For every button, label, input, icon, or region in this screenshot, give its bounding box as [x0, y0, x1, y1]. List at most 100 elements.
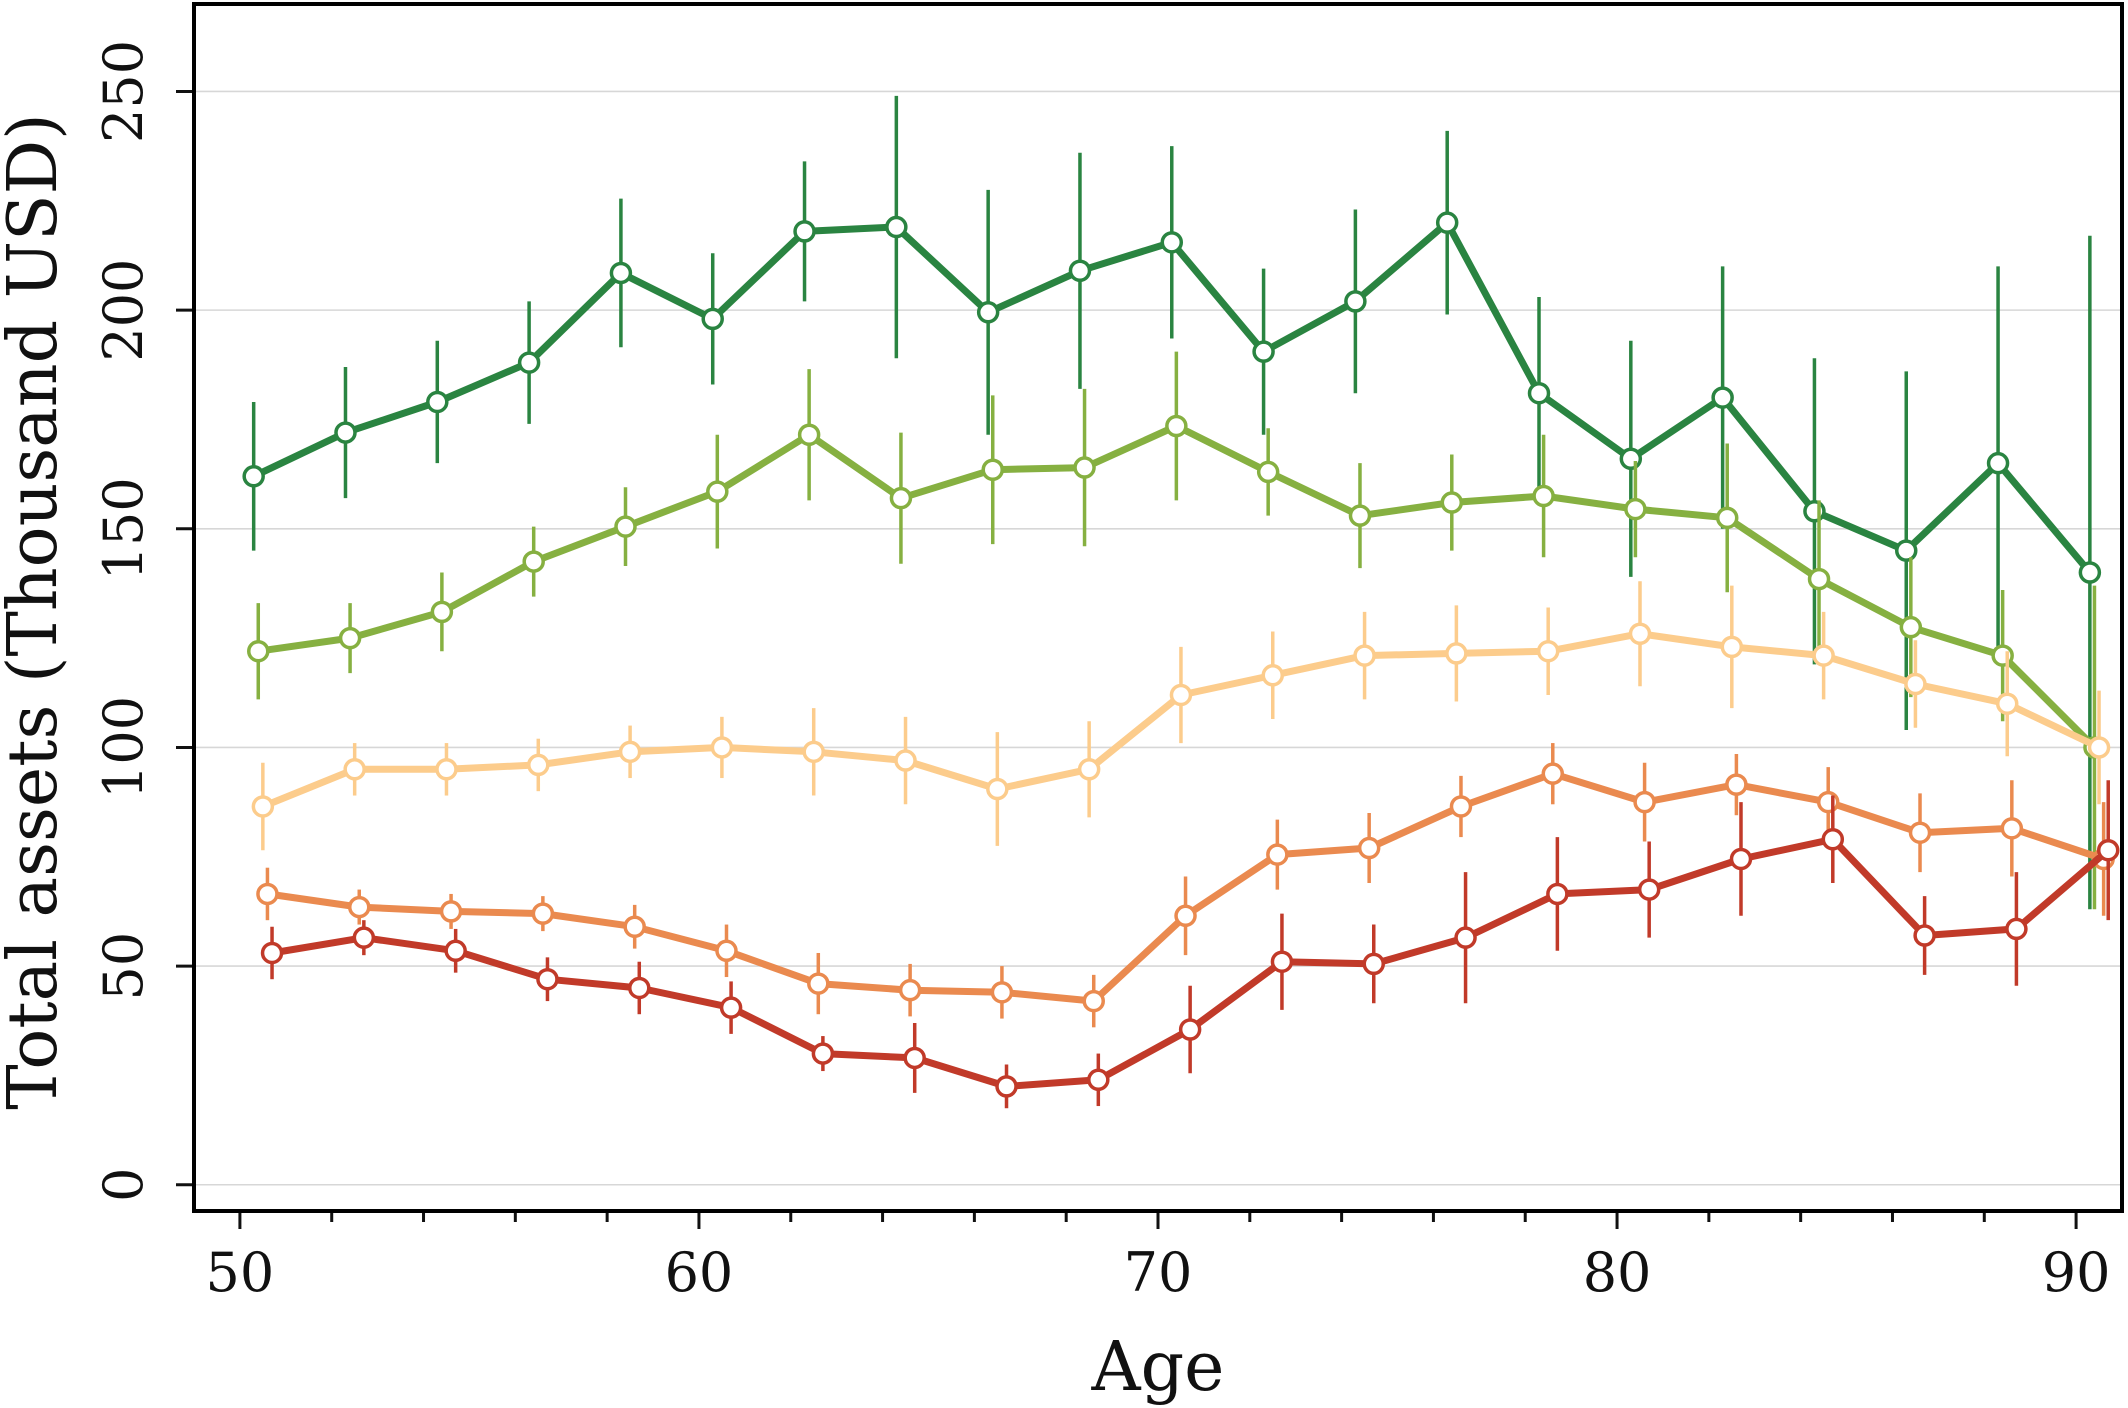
data-point [976, 301, 1000, 324]
y-tick-label: 50 [92, 932, 155, 1001]
data-point [242, 465, 265, 488]
data-point [1715, 506, 1739, 530]
axis-ticks: 0 50 100 150 200 250 50 60 70 80 90 [92, 40, 2110, 1304]
data-point [1711, 386, 1734, 409]
data-point [1803, 500, 1826, 523]
data-point [260, 941, 284, 965]
data-point [517, 351, 541, 374]
data-point [1527, 381, 1551, 405]
data-point [1077, 758, 1101, 781]
data-point [1995, 692, 2019, 715]
data-point [1725, 773, 1748, 796]
data-point [1807, 567, 1831, 591]
data-point [1344, 290, 1367, 313]
data-point [807, 972, 830, 995]
series-5 [260, 780, 2120, 1109]
x-axis-title: Age [1091, 1328, 1225, 1407]
data-point [1899, 615, 1923, 639]
data-point [1986, 451, 2010, 475]
data-point [710, 736, 734, 759]
data-point [1624, 497, 1647, 521]
data-point [338, 626, 362, 650]
data-point [793, 220, 816, 243]
data-point [990, 981, 1014, 1004]
data-point [889, 486, 913, 510]
data-point [1821, 828, 1845, 851]
data-point [1536, 639, 1560, 663]
data-point [715, 939, 738, 963]
data-point [1357, 836, 1381, 860]
x-tick-label: 90 [2042, 1241, 2111, 1304]
data-point [2096, 838, 2120, 862]
data-point [1270, 950, 1294, 973]
series-2 [247, 351, 2106, 910]
data-point [348, 895, 371, 919]
data-point [1904, 672, 1927, 696]
data-point [1637, 878, 1661, 901]
data-point [903, 1046, 926, 1070]
data-point [1445, 642, 1468, 665]
data-point [1261, 664, 1285, 687]
data-point [430, 600, 454, 624]
data-point [1720, 635, 1744, 659]
data-point [894, 749, 917, 772]
data-point [1087, 1068, 1110, 1092]
data-point [1174, 904, 1197, 928]
y-tick-label: 150 [92, 477, 155, 580]
data-point [444, 939, 467, 963]
data-point [1435, 211, 1459, 234]
data-point [802, 740, 825, 764]
data-point [2005, 917, 2028, 941]
data-point [2000, 817, 2024, 840]
y-tick-label: 200 [92, 259, 155, 362]
data-point [352, 926, 376, 949]
y-tick-label: 100 [92, 696, 155, 799]
data-point [623, 915, 646, 938]
data-point [1073, 456, 1096, 479]
x-tick-label: 50 [206, 1241, 275, 1304]
y-tick-label: 0 [92, 1168, 155, 1202]
data-point [885, 215, 908, 239]
data-point [898, 978, 922, 1002]
data-point [343, 758, 366, 781]
data-point [247, 639, 270, 663]
data-point [1440, 491, 1464, 514]
data-point [797, 423, 821, 447]
data-point [1353, 644, 1376, 667]
data-point [426, 390, 449, 414]
data-point [614, 515, 637, 538]
data-point [1068, 259, 1092, 283]
data-point [981, 458, 1004, 481]
data-point [1546, 882, 1569, 906]
data-point [1169, 683, 1193, 707]
data-point [1178, 1018, 1202, 1041]
data-point [527, 753, 550, 777]
data-point [1082, 989, 1105, 1013]
series-1 [242, 95, 2102, 910]
data-point [1348, 504, 1372, 527]
data-point [706, 480, 729, 503]
data-point [618, 740, 642, 764]
x-tick-label: 60 [665, 1241, 734, 1304]
data-point [1362, 952, 1386, 976]
series-4 [256, 743, 2115, 1028]
data-point [701, 307, 724, 331]
data-point [1894, 539, 1918, 562]
data-point [1908, 821, 1932, 844]
data-point [536, 967, 559, 991]
data-point [1165, 414, 1188, 438]
gridlines [194, 90, 2122, 1186]
data-point [1619, 447, 1643, 471]
data-point [1812, 644, 1835, 667]
data-point [435, 758, 458, 781]
data-point [1252, 340, 1275, 363]
series-3 [251, 581, 2111, 851]
data-point [628, 976, 651, 1000]
data-point [1449, 795, 1473, 818]
data-series [242, 95, 2120, 1109]
data-point [439, 900, 463, 923]
data-point [1913, 924, 1936, 947]
data-point [719, 996, 743, 1019]
data-point [256, 882, 279, 906]
